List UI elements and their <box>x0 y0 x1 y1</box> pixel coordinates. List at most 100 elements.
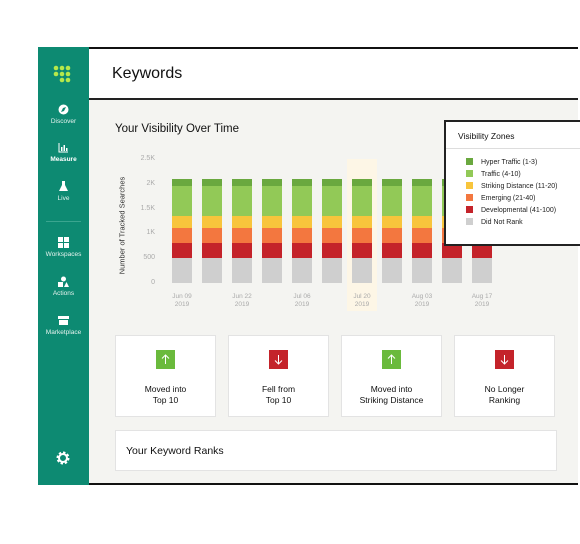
header: Keywords <box>89 49 578 100</box>
legend-swatch <box>466 182 473 189</box>
bar-segment <box>472 243 492 259</box>
bar-segment <box>442 258 462 283</box>
nav-actions[interactable]: Actions <box>38 276 89 297</box>
bar-segment <box>382 243 402 259</box>
bar-segment <box>412 216 432 229</box>
nav-label: Actions <box>52 290 75 297</box>
x-tick-label: Jun 09 2019 <box>172 293 192 308</box>
bar-segment <box>232 258 252 283</box>
bar-segment <box>352 258 372 283</box>
bar-segment <box>412 178 432 187</box>
card-label: Fell from <box>261 384 296 394</box>
bar-segment <box>172 178 192 187</box>
legend-label: Traffic (4-10) <box>481 171 521 178</box>
ranks-card[interactable]: Your Keyword Ranks <box>115 430 557 471</box>
bar-segment <box>232 186 252 217</box>
bar-segment <box>232 228 252 244</box>
legend-item: Did Not Rank <box>466 218 523 226</box>
bar-segment <box>232 178 252 187</box>
x-tick-label: Aug 03 2019 <box>411 293 433 308</box>
y-tick-label: 2.5K <box>140 155 155 162</box>
y-tick <box>160 209 163 210</box>
card-label: Moved into <box>144 384 187 394</box>
stat-card[interactable]: Moved into Striking Distance <box>341 335 442 417</box>
down-icon <box>269 350 288 369</box>
legend-label: Emerging (21-40) <box>481 195 536 202</box>
bar-segment <box>412 243 432 259</box>
up-icon <box>156 350 175 369</box>
y-tick-label: 1K <box>146 229 155 237</box>
nav-live[interactable]: Live <box>38 181 89 202</box>
legend-item: Hyper Traffic (1-3) <box>466 158 537 166</box>
bar-segment <box>262 258 282 283</box>
y-tick <box>160 184 163 185</box>
y-tick <box>160 283 163 284</box>
legend-swatch <box>466 158 473 165</box>
settings-icon[interactable] <box>56 451 70 465</box>
bar-segment <box>292 216 312 229</box>
bar-segment <box>352 228 372 244</box>
bar-segment <box>292 186 312 217</box>
stat-card[interactable]: Moved into Top 10 <box>115 335 216 417</box>
nav-measure[interactable]: Measure <box>38 142 89 163</box>
nav-label: Live <box>57 195 70 202</box>
legend-swatch <box>466 206 473 213</box>
bar-segment <box>412 186 432 217</box>
x-tick-label: Jul 06 2019 <box>293 293 311 308</box>
bar-segment <box>382 186 402 217</box>
bar-segment <box>292 228 312 244</box>
bar-segment <box>262 243 282 259</box>
ranks-title: Your Keyword Ranks <box>126 445 224 457</box>
bar-segment <box>472 258 492 283</box>
bar-segment <box>202 228 222 244</box>
bar-segment <box>262 228 282 244</box>
x-tick-label: Jun 22 2019 <box>232 293 252 308</box>
stat-card[interactable]: Fell from Top 10 <box>228 335 329 417</box>
bar-segment <box>262 186 282 217</box>
y-tick-label: 0 <box>151 279 155 286</box>
bar-segment <box>202 186 222 217</box>
bar-segment <box>172 186 192 217</box>
legend-label: Hyper Traffic (1-3) <box>481 159 538 166</box>
bar-segment <box>292 243 312 259</box>
bar-segment <box>292 258 312 283</box>
bar-segment <box>202 243 222 259</box>
bar-segment <box>322 178 342 187</box>
bar-segment <box>352 243 372 259</box>
divider <box>46 221 81 222</box>
logo <box>53 65 71 83</box>
bar-segment <box>172 216 192 229</box>
sidebar: Discover Measure Live Workspaces Actions… <box>38 47 89 485</box>
bar-segment <box>322 258 342 283</box>
card-label: No Longer <box>484 384 525 394</box>
y-tick <box>160 233 163 234</box>
card-label: Ranking <box>488 395 521 405</box>
legend-swatch <box>466 218 473 225</box>
nav-label: Marketplace <box>45 329 82 336</box>
card-label: Striking Distance <box>359 395 424 405</box>
stat-card[interactable]: No Longer Ranking <box>454 335 555 417</box>
divider <box>446 148 580 149</box>
bar-segment <box>262 178 282 187</box>
page-title: Keywords <box>112 65 183 82</box>
bar-segment <box>172 243 192 259</box>
bar-segment <box>232 216 252 229</box>
legend-title: Visibility Zones <box>458 131 515 141</box>
legend-item: Traffic (4-10) <box>466 170 521 178</box>
bar-segment <box>172 228 192 244</box>
card-label: Moved into <box>370 384 413 394</box>
nav-discover[interactable]: Discover <box>38 104 89 125</box>
legend-swatch <box>466 194 473 201</box>
bar-segment <box>412 228 432 244</box>
legend-label: Did Not Rank <box>481 219 523 226</box>
bar-segment <box>202 258 222 283</box>
legend-label: Striking Distance (11-20) <box>481 183 558 190</box>
y-tick <box>160 258 163 259</box>
nav-workspaces[interactable]: Workspaces <box>38 237 89 258</box>
bar-segment <box>442 243 462 259</box>
nav-marketplace[interactable]: Marketplace <box>38 315 89 336</box>
bar-segment <box>322 186 342 217</box>
bar-segment <box>382 216 402 229</box>
legend: Visibility Zones Hyper Traffic (1-3) Traf… <box>444 120 580 246</box>
nav-label: Discover <box>50 118 77 125</box>
